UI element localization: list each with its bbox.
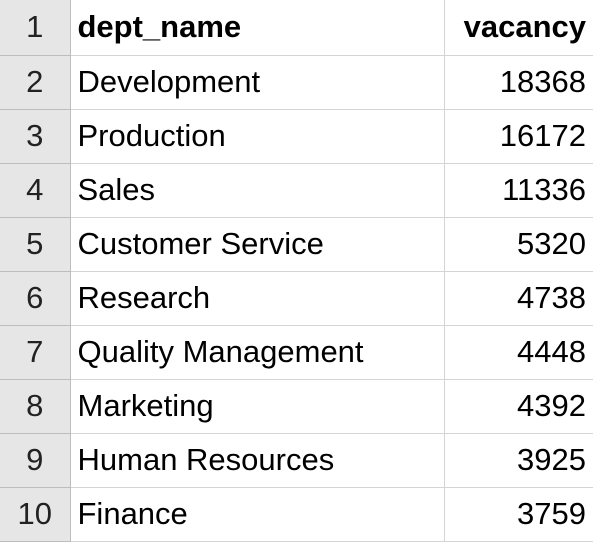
table-row: 4 Sales 11336 bbox=[0, 162, 593, 218]
vacancy-cell[interactable]: 16172 bbox=[443, 108, 593, 164]
dept-name-cell[interactable]: Development bbox=[69, 54, 445, 110]
row-number[interactable]: 10 bbox=[0, 486, 71, 542]
row-number[interactable]: 7 bbox=[0, 324, 71, 380]
table-row: 7 Quality Management 4448 bbox=[0, 324, 593, 380]
column-header-vacancy[interactable]: vacancy bbox=[443, 0, 593, 56]
column-header-dept-name[interactable]: dept_name bbox=[69, 0, 445, 56]
header-row: 1 dept_name vacancy bbox=[0, 0, 593, 56]
vacancy-cell[interactable]: 5320 bbox=[443, 216, 593, 272]
vacancy-cell[interactable]: 3925 bbox=[443, 432, 593, 488]
row-number[interactable]: 6 bbox=[0, 270, 71, 326]
row-number[interactable]: 1 bbox=[0, 0, 71, 56]
row-number[interactable]: 5 bbox=[0, 216, 71, 272]
row-number[interactable]: 2 bbox=[0, 54, 71, 110]
row-number[interactable]: 3 bbox=[0, 108, 71, 164]
dept-name-cell[interactable]: Research bbox=[69, 270, 445, 326]
vacancy-cell[interactable]: 11336 bbox=[443, 162, 593, 218]
dept-name-cell[interactable]: Finance bbox=[69, 486, 445, 542]
dept-name-cell[interactable]: Marketing bbox=[69, 378, 445, 434]
vacancy-cell[interactable]: 4392 bbox=[443, 378, 593, 434]
table-row: 9 Human Resources 3925 bbox=[0, 432, 593, 488]
table-row: 8 Marketing 4392 bbox=[0, 378, 593, 434]
table-row: 5 Customer Service 5320 bbox=[0, 216, 593, 272]
table-row: 10 Finance 3759 bbox=[0, 486, 593, 542]
dept-name-cell[interactable]: Human Resources bbox=[69, 432, 445, 488]
vacancy-cell[interactable]: 4448 bbox=[443, 324, 593, 380]
table-row: 2 Development 18368 bbox=[0, 54, 593, 110]
dept-name-cell[interactable]: Customer Service bbox=[69, 216, 445, 272]
vacancy-cell[interactable]: 18368 bbox=[443, 54, 593, 110]
dept-name-cell[interactable]: Quality Management bbox=[69, 324, 445, 380]
dept-name-cell[interactable]: Sales bbox=[69, 162, 445, 218]
row-number[interactable]: 8 bbox=[0, 378, 71, 434]
table-row: 6 Research 4738 bbox=[0, 270, 593, 326]
vacancy-cell[interactable]: 3759 bbox=[443, 486, 593, 542]
dept-name-cell[interactable]: Production bbox=[69, 108, 445, 164]
row-number[interactable]: 4 bbox=[0, 162, 71, 218]
table-row: 3 Production 16172 bbox=[0, 108, 593, 164]
row-number[interactable]: 9 bbox=[0, 432, 71, 488]
vacancy-cell[interactable]: 4738 bbox=[443, 270, 593, 326]
